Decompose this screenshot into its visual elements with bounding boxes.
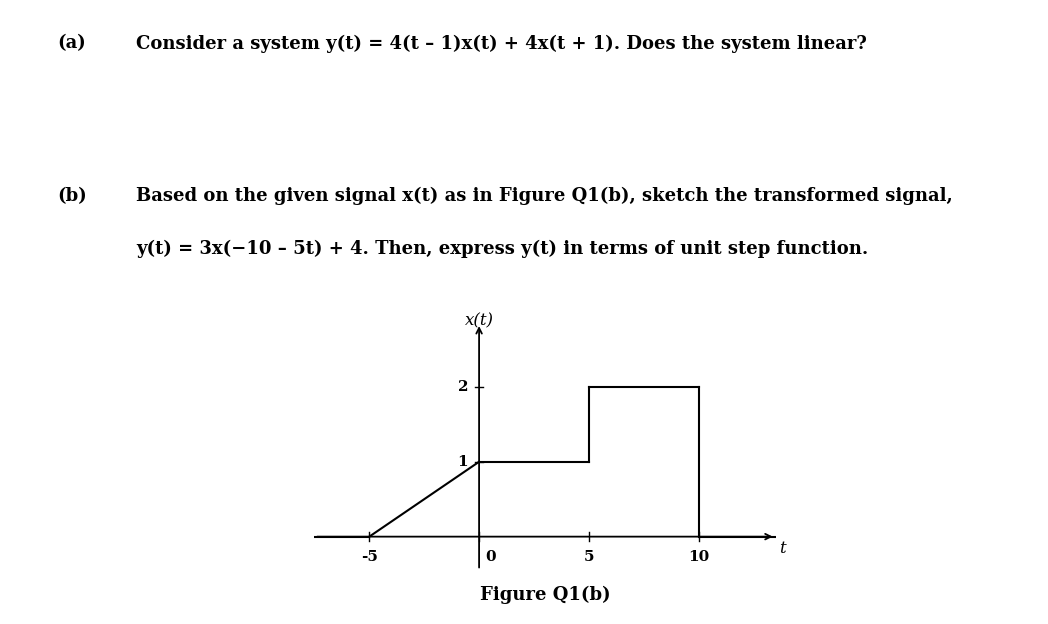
Text: 0: 0 xyxy=(485,550,497,564)
Text: (a): (a) xyxy=(58,34,86,52)
Text: y(t) = 3x(−10 – 5t) + 4. Then, express y(t) in terms of unit step function.: y(t) = 3x(−10 – 5t) + 4. Then, express y… xyxy=(136,240,869,258)
Text: x(t): x(t) xyxy=(464,312,494,329)
Text: (b): (b) xyxy=(58,187,87,205)
Text: -5: -5 xyxy=(361,550,377,564)
Text: 1: 1 xyxy=(458,455,468,469)
Text: 10: 10 xyxy=(689,550,709,564)
Text: 5: 5 xyxy=(584,550,594,564)
Text: Consider a system y(t) = 4(t – 1)x(t) + 4x(t + 1). Does the system linear?: Consider a system y(t) = 4(t – 1)x(t) + … xyxy=(136,34,867,52)
Text: 2: 2 xyxy=(458,380,468,394)
Text: Based on the given signal x(t) as in Figure Q1(b), sketch the transformed signal: Based on the given signal x(t) as in Fig… xyxy=(136,187,953,205)
Text: Figure Q1(b): Figure Q1(b) xyxy=(480,586,610,604)
Text: t: t xyxy=(779,540,785,557)
